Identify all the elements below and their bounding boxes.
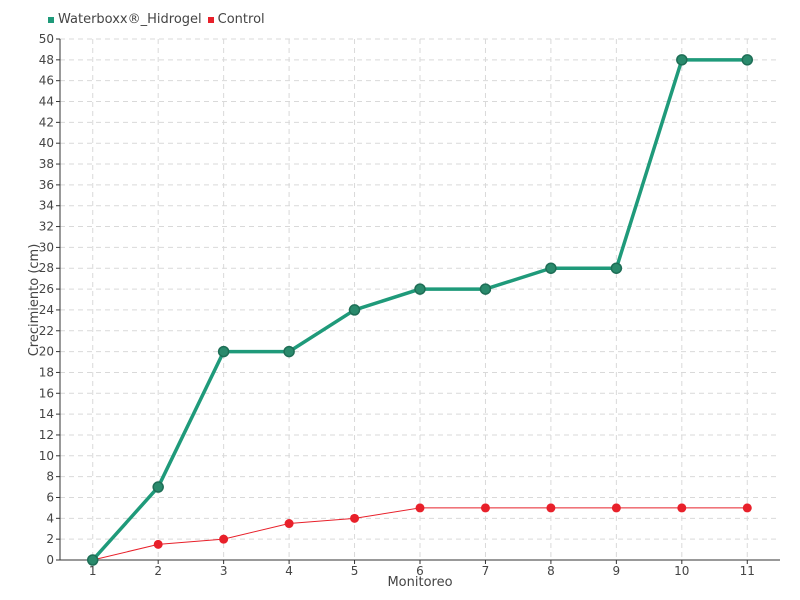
point-control[interactable] <box>611 503 621 513</box>
y-tick-label: 24 <box>39 303 54 317</box>
point-control[interactable] <box>350 513 360 523</box>
y-tick-label: 2 <box>46 532 54 546</box>
point-waterboxx[interactable] <box>217 345 230 358</box>
y-tick-label: 40 <box>39 136 54 150</box>
x-axis-title: Monitoreo <box>387 575 452 590</box>
point-control[interactable] <box>284 519 294 529</box>
y-tick-label: 34 <box>39 199 54 213</box>
point-control[interactable] <box>677 503 687 513</box>
y-tick-label: 28 <box>39 261 54 275</box>
point-waterboxx[interactable] <box>610 262 623 274</box>
y-tick-label: 46 <box>39 74 54 88</box>
x-tick-label: 11 <box>740 564 755 578</box>
point-waterboxx[interactable] <box>414 283 426 295</box>
y-tick-label: 6 <box>46 490 54 504</box>
y-tick-label: 16 <box>39 386 54 400</box>
y-tick-label: 4 <box>46 511 54 525</box>
point-control[interactable] <box>742 503 752 513</box>
point-control[interactable] <box>219 534 229 544</box>
y-tick-label: 42 <box>39 115 54 129</box>
y-tick-label: 12 <box>39 428 54 442</box>
point-control[interactable] <box>546 503 556 513</box>
point-waterboxx[interactable] <box>676 54 688 66</box>
point-waterboxx[interactable] <box>479 283 492 295</box>
x-tick-label: 10 <box>674 564 689 578</box>
y-tick-label: 50 <box>39 32 54 46</box>
point-waterboxx[interactable] <box>86 554 99 566</box>
grid <box>60 38 780 561</box>
legend-item-control[interactable]: Control <box>207 12 265 27</box>
legend-label-waterboxx: Waterboxx®_Hidrogel <box>58 12 202 27</box>
x-tick-label: 9 <box>613 564 621 578</box>
y-tick-label: 30 <box>39 240 54 254</box>
x-tick-label: 7 <box>482 564 490 578</box>
y-tick-label: 48 <box>39 53 54 67</box>
series-layer <box>86 54 754 566</box>
x-tick-label: 4 <box>285 564 293 578</box>
y-tick-label: 0 <box>46 553 54 567</box>
y-tick-label: 10 <box>39 449 54 463</box>
legend-swatch-control <box>207 16 214 23</box>
y-tick-label: 18 <box>39 365 54 379</box>
y-tick-label: 14 <box>39 407 54 421</box>
y-tick-label: 8 <box>46 470 54 484</box>
y-tick-label: 36 <box>39 178 54 192</box>
x-tick-label: 2 <box>154 564 162 578</box>
point-waterboxx[interactable] <box>741 54 754 66</box>
y-tick-label: 22 <box>39 324 54 338</box>
x-tick-label: 1 <box>89 564 97 578</box>
y-tick-label: 32 <box>39 220 54 234</box>
y-axis-title: Crecimiento (cm) <box>27 244 42 357</box>
point-control[interactable] <box>480 503 490 513</box>
x-tick-label: 5 <box>351 564 359 578</box>
y-tick-label: 26 <box>39 282 54 296</box>
legend: Waterboxx®_Hidrogel Control <box>48 12 265 27</box>
x-tick-label: 3 <box>220 564 228 578</box>
point-waterboxx[interactable] <box>283 345 295 358</box>
y-tick-label: 44 <box>39 95 54 109</box>
point-waterboxx[interactable] <box>545 262 557 274</box>
x-tick-label: 6 <box>416 564 424 578</box>
point-waterboxx[interactable] <box>152 481 164 493</box>
y-tick-label: 38 <box>39 157 54 171</box>
legend-swatch-waterboxx <box>48 16 54 23</box>
legend-item-waterboxx[interactable]: Waterboxx®_Hidrogel <box>48 12 202 27</box>
legend-label-control: Control <box>217 12 265 27</box>
y-tick-label: 20 <box>39 345 54 359</box>
x-tick-label: 8 <box>547 564 555 578</box>
axes: 0246810121416182022242628303234363840424… <box>39 32 780 578</box>
point-control[interactable] <box>153 539 163 549</box>
point-waterboxx[interactable] <box>348 304 361 316</box>
point-control[interactable] <box>415 503 425 513</box>
